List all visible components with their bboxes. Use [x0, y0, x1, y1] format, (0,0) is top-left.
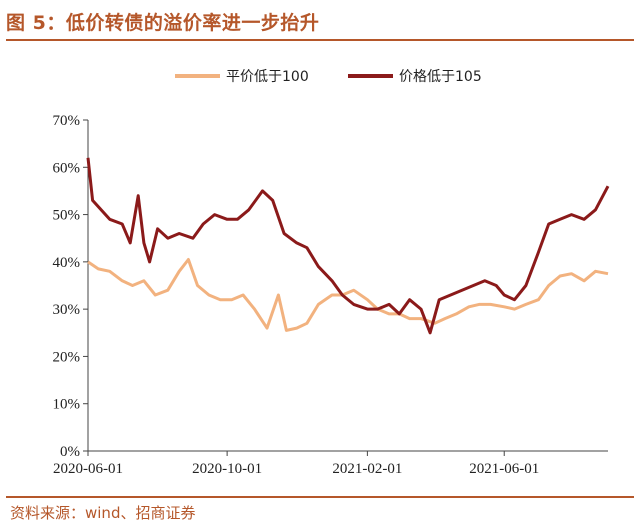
- x-tick-label: 2021-06-01: [469, 461, 539, 477]
- legend-label: 价格低于105: [399, 69, 482, 85]
- footer-divider: [6, 496, 634, 498]
- y-tick-label: 50%: [53, 208, 81, 224]
- chart-title: 图 5：低价转债的溢价率进一步抬升: [6, 12, 320, 34]
- y-tick-label: 70%: [53, 113, 81, 129]
- y-tick-label: 20%: [53, 349, 81, 365]
- y-tick-label: 0%: [60, 444, 80, 460]
- y-tick-label: 40%: [53, 255, 81, 271]
- y-tick-label: 60%: [53, 160, 81, 176]
- x-tick-label: 2021-02-01: [332, 461, 402, 477]
- y-tick-label: 10%: [53, 397, 81, 413]
- series-line-parity-below-100: [87, 258, 609, 332]
- legend-label: 平价低于100: [226, 69, 309, 85]
- axes: 0% 10% 20% 30% 40% 50% 60% 70% 2020-06-01 2020-10…: [53, 113, 608, 477]
- line-chart: 平价低于100 价格低于105 0% 10% 20% 30% 40% 50% 60% 70% 20…: [53, 69, 610, 477]
- series-line-price-below-105: [86, 157, 610, 335]
- series-group: [86, 157, 610, 335]
- source-note: 资料来源：wind、招商证券: [10, 504, 196, 522]
- x-tick-label: 2020-06-01: [53, 461, 123, 477]
- legend: 平价低于100 价格低于105: [175, 69, 482, 85]
- x-tick-label: 2020-10-01: [192, 461, 262, 477]
- title-divider: [6, 39, 634, 41]
- y-tick-label: 30%: [53, 302, 81, 318]
